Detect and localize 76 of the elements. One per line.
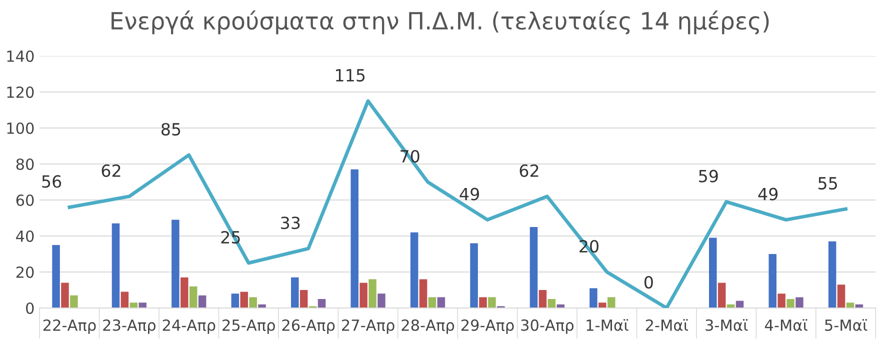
bar: [548, 299, 556, 308]
data-label: 62: [520, 164, 538, 177]
x-tick-label: 22-Απρ: [43, 319, 96, 334]
data-label: 33: [281, 216, 300, 230]
data-label: 0: [644, 276, 653, 289]
bar: [249, 297, 257, 308]
y-tick-label: 120: [7, 86, 34, 98]
bar: [318, 299, 326, 308]
data-label: 56: [42, 175, 62, 188]
y-tick-label: 140: [7, 50, 34, 62]
bar: [290, 277, 299, 308]
y-tick-label: 0: [26, 302, 34, 314]
bar: [837, 284, 846, 308]
x-tick-label: 3-Μαϊ: [706, 319, 748, 331]
bar: [598, 302, 606, 308]
x-tick-label: 2-Μαϊ: [646, 319, 688, 331]
bar: [180, 277, 188, 308]
x-tick-label: 5-Μαϊ: [825, 319, 868, 331]
bar: [350, 169, 358, 308]
bar: [198, 295, 206, 308]
bar: [189, 286, 198, 308]
y-tick-label: 20: [16, 266, 34, 278]
data-label: 115: [336, 69, 365, 82]
x-tick-label: 27-Απρ: [342, 319, 394, 334]
x-tick-label: 25-Απρ: [222, 319, 275, 334]
x-tick-label: 4-Μαϊ: [764, 319, 808, 331]
y-tick-label: 80: [16, 158, 34, 170]
bar: [231, 294, 240, 308]
bar: [172, 220, 180, 308]
x-tick-label: 1-Μαϊ: [586, 319, 628, 331]
x-tick-label: 30-Απρ: [521, 319, 574, 334]
bar: [530, 227, 538, 308]
bar: [768, 254, 776, 308]
bar: [70, 295, 78, 308]
bar: [718, 282, 726, 308]
y-tick-label: 60: [16, 194, 34, 206]
x-tick-label: 23-Απρ: [103, 319, 156, 334]
bar: [428, 297, 436, 308]
chart-title: Ενεργά κρούσματα στην Π.Δ.Μ. (τελευταίες 14 ημέρες): [112, 10, 769, 34]
x-tick-label: 26-Απρ: [282, 319, 335, 334]
bar: [419, 279, 428, 308]
bar: [479, 297, 487, 308]
data-label: 62: [102, 164, 120, 177]
bar: [120, 292, 129, 308]
x-tick-label: 28-Απρ: [402, 319, 454, 334]
bar: [778, 294, 786, 308]
bar: [538, 290, 547, 308]
data-label: 49: [460, 188, 479, 200]
bar: [112, 223, 120, 308]
bar: [240, 292, 248, 308]
bar: [828, 241, 836, 308]
bar: [590, 288, 598, 308]
bar: [360, 282, 368, 308]
bar: [410, 232, 418, 308]
x-tick-label: 29-Απρ: [461, 319, 514, 334]
bar: [470, 243, 478, 308]
bar: [796, 297, 804, 308]
bar: [437, 297, 446, 308]
data-label: 85: [161, 122, 180, 136]
bar: [138, 302, 146, 308]
data-label: 55: [818, 177, 837, 190]
data-label: 59: [699, 170, 718, 182]
bar: [488, 297, 496, 308]
data-label: 49: [758, 188, 778, 200]
bar: [378, 294, 386, 308]
bar: [61, 282, 69, 308]
bar: [607, 297, 616, 308]
y-tick-label: 100: [7, 122, 34, 134]
y-tick-label: 40: [16, 230, 34, 242]
bar: [300, 290, 308, 308]
bar: [368, 279, 376, 308]
x-tick-label: 24-Απρ: [162, 319, 216, 334]
bar: [52, 245, 60, 308]
bar: [786, 299, 794, 308]
bar: [708, 238, 717, 308]
line-series: [68, 99, 848, 308]
